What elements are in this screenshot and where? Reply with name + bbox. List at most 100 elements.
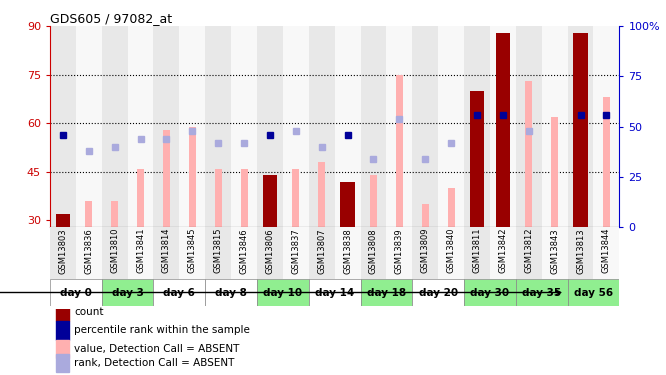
Bar (263, 175, 277, 227)
Bar (205, 26, 231, 227)
Text: GSM13813: GSM13813 (576, 228, 585, 273)
Bar (360, 279, 412, 306)
Text: day 3: day 3 (112, 288, 144, 297)
Bar (516, 279, 567, 306)
Text: GSM13844: GSM13844 (602, 228, 611, 273)
Bar (438, 26, 464, 227)
Bar (525, 81, 532, 227)
Bar (102, 279, 153, 306)
Text: day 35: day 35 (522, 288, 561, 297)
Bar (102, 26, 128, 227)
Text: GSM13841: GSM13841 (136, 228, 145, 273)
Text: GSM13839: GSM13839 (395, 228, 404, 273)
Bar (334, 227, 360, 279)
Bar (292, 169, 300, 227)
Bar (76, 26, 102, 227)
Bar (448, 188, 455, 227)
Bar (283, 227, 309, 279)
Bar (551, 117, 558, 227)
Bar (205, 279, 257, 306)
Bar (490, 227, 516, 279)
Text: rank, Detection Call = ABSENT: rank, Detection Call = ABSENT (74, 358, 234, 368)
Bar (567, 279, 619, 306)
Bar (593, 26, 619, 227)
Bar (309, 26, 334, 227)
Bar (85, 201, 93, 227)
Bar (464, 279, 516, 306)
Text: GSM13837: GSM13837 (291, 228, 300, 274)
Bar (541, 227, 567, 279)
Text: count: count (74, 307, 103, 317)
Bar (370, 175, 377, 227)
Bar (603, 98, 610, 227)
Bar (50, 227, 76, 279)
Bar (309, 227, 334, 279)
Text: day 20: day 20 (419, 288, 458, 297)
Bar (50, 26, 76, 227)
Bar (179, 26, 205, 227)
Bar (567, 227, 593, 279)
Bar (56, 354, 69, 372)
Text: percentile rank within the sample: percentile rank within the sample (74, 326, 250, 335)
Bar (360, 26, 386, 227)
Text: GSM13838: GSM13838 (343, 228, 352, 274)
Bar (412, 227, 438, 279)
Text: GSM13803: GSM13803 (59, 228, 67, 273)
Bar (360, 227, 386, 279)
Bar (386, 227, 412, 279)
Bar (56, 214, 70, 227)
Bar (516, 227, 541, 279)
Text: GSM13843: GSM13843 (550, 228, 559, 273)
Bar (128, 26, 153, 227)
Text: day 10: day 10 (263, 288, 302, 297)
Bar (470, 91, 484, 227)
Text: GSM13815: GSM13815 (214, 228, 222, 273)
Text: GSM13846: GSM13846 (240, 228, 248, 273)
Text: GSM13811: GSM13811 (472, 228, 482, 273)
Bar (111, 201, 119, 227)
Bar (573, 33, 587, 227)
Bar (56, 340, 69, 358)
Bar (386, 26, 412, 227)
Bar (412, 26, 438, 227)
Bar (464, 227, 490, 279)
Bar (464, 26, 490, 227)
Text: GSM13808: GSM13808 (369, 228, 378, 273)
Bar (153, 227, 179, 279)
Bar (128, 227, 153, 279)
Text: day 30: day 30 (470, 288, 509, 297)
Text: GSM13812: GSM13812 (524, 228, 533, 273)
Bar (309, 279, 360, 306)
Bar (102, 227, 128, 279)
Bar (516, 26, 541, 227)
Bar (257, 279, 309, 306)
Text: day 6: day 6 (163, 288, 195, 297)
Bar (567, 26, 593, 227)
Bar (137, 169, 144, 227)
Bar (163, 130, 170, 227)
Bar (188, 127, 196, 227)
Text: GSM13806: GSM13806 (266, 228, 274, 273)
Bar (231, 26, 257, 227)
Bar (340, 182, 355, 227)
Bar (438, 227, 464, 279)
Bar (318, 162, 325, 227)
Bar (334, 26, 360, 227)
Text: day 8: day 8 (215, 288, 247, 297)
Bar (422, 204, 429, 227)
Bar (76, 227, 102, 279)
Bar (496, 33, 510, 227)
Bar (179, 227, 205, 279)
Text: GSM13807: GSM13807 (317, 228, 326, 273)
Bar (412, 279, 464, 306)
Text: day 18: day 18 (367, 288, 406, 297)
Bar (257, 227, 283, 279)
Text: GSM13845: GSM13845 (188, 228, 197, 273)
Bar (153, 279, 205, 306)
Bar (396, 75, 403, 227)
Bar (231, 227, 257, 279)
Bar (283, 26, 309, 227)
Text: GSM13810: GSM13810 (110, 228, 119, 273)
Bar (153, 26, 179, 227)
Text: GSM13814: GSM13814 (162, 228, 171, 273)
